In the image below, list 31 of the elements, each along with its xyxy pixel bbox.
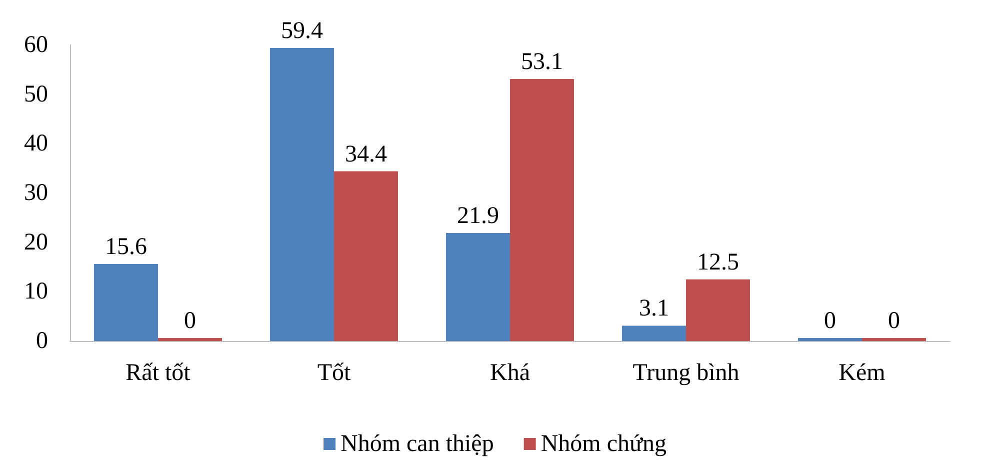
data-label: 53.1 [521, 49, 563, 76]
data-label: 59.4 [281, 18, 323, 44]
bar [686, 279, 750, 341]
y-tick-label: 30 [24, 180, 48, 206]
data-label: 12.5 [697, 249, 739, 276]
bar [270, 48, 334, 341]
legend-label: Nhóm can thiệp [340, 431, 494, 457]
data-label: 0 [888, 308, 900, 334]
data-label: 0 [184, 308, 196, 334]
data-label: 3.1 [639, 296, 669, 322]
x-tick-label: Kém [838, 360, 886, 386]
y-tick-label: 0 [36, 328, 48, 354]
y-tick-label: 20 [24, 229, 48, 256]
y-tick-label: 50 [24, 81, 48, 108]
y-tick-label: 60 [24, 32, 48, 58]
data-label: 21.9 [457, 202, 499, 229]
data-label: 34.4 [345, 141, 387, 168]
x-tick-label: Tốt [317, 360, 351, 386]
x-tick-label: Rất tốt [126, 360, 191, 386]
x-tick-label: Trung bình [632, 360, 740, 386]
data-label: 0 [824, 308, 836, 334]
bar [622, 326, 686, 341]
data-label: 15.6 [105, 234, 147, 260]
y-tick-label: 40 [24, 130, 48, 157]
bar [446, 232, 510, 341]
bar [510, 79, 574, 341]
bar [334, 171, 398, 341]
bar [94, 264, 158, 341]
legend-label: Nhóm chứng [540, 431, 666, 457]
x-tick-label: Khá [490, 360, 530, 386]
y-tick-label: 10 [24, 278, 48, 305]
